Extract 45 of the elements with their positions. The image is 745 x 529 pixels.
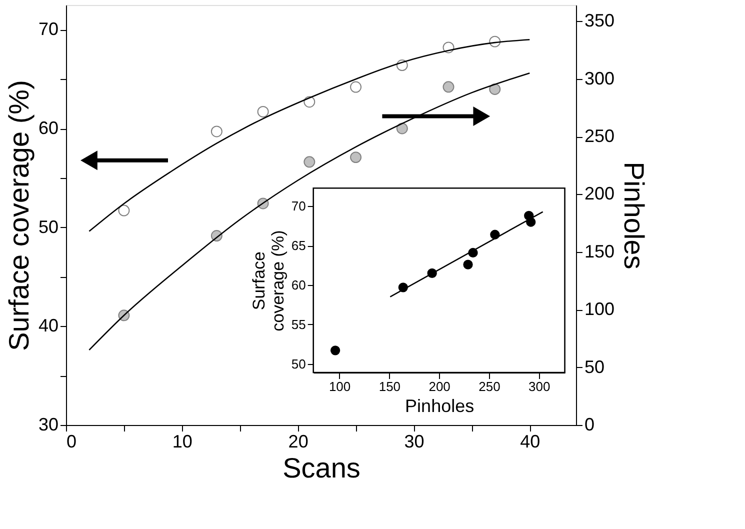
x-tick-label: 20 bbox=[288, 432, 308, 452]
point bbox=[350, 152, 362, 164]
x-tick-label: 30 bbox=[404, 432, 424, 452]
line-series bbox=[88, 72, 530, 351]
y2-tick-label: 300 bbox=[584, 68, 615, 88]
x-tick-label: 0 bbox=[66, 432, 77, 452]
y-tick-label: 30 bbox=[38, 414, 58, 434]
y2-tick-label: 250 bbox=[584, 126, 615, 146]
y-tick-label: 50 bbox=[291, 356, 306, 372]
x-tick-label: 150 bbox=[378, 379, 401, 394]
x-tick-label: 100 bbox=[328, 379, 351, 394]
point bbox=[489, 83, 501, 95]
y2-tick-label: 100 bbox=[584, 299, 615, 320]
y2-tick-label: 50 bbox=[584, 356, 605, 377]
y-tick-label: 50 bbox=[38, 216, 58, 237]
x-tick-label: 200 bbox=[428, 379, 450, 394]
y2-tick-label: 350 bbox=[584, 10, 615, 31]
y-tick-label: 70 bbox=[291, 198, 306, 214]
point bbox=[463, 260, 473, 270]
x-tick-label: 300 bbox=[528, 379, 550, 394]
y-tick-label: 40 bbox=[38, 316, 58, 336]
point bbox=[304, 156, 316, 168]
y-axis-title: Surface coverage (%) bbox=[3, 80, 34, 351]
y2-tick-label: 200 bbox=[584, 184, 615, 204]
point bbox=[442, 81, 454, 93]
y-tick-label: 65 bbox=[291, 238, 306, 254]
x-axis-title: Scans bbox=[282, 452, 360, 484]
point bbox=[118, 204, 130, 216]
x-tick-label: 40 bbox=[520, 432, 540, 452]
y2-tick-label: 0 bbox=[584, 414, 595, 434]
y-axis-title: Surface coverage (%) bbox=[249, 230, 288, 332]
y-tick-label: 55 bbox=[291, 316, 306, 332]
y-tick-label: 70 bbox=[38, 19, 58, 40]
x-axis-title: Pinholes bbox=[405, 396, 474, 416]
point bbox=[210, 126, 222, 138]
point bbox=[257, 106, 269, 118]
x-tick-label: 250 bbox=[478, 379, 500, 394]
point bbox=[330, 346, 340, 356]
y-tick-label: 60 bbox=[291, 278, 306, 293]
point bbox=[350, 81, 362, 93]
point bbox=[396, 122, 408, 134]
y2-axis-title: Pinholes bbox=[618, 162, 650, 270]
x-tick-label: 10 bbox=[172, 432, 192, 452]
y-tick-label: 60 bbox=[38, 118, 58, 138]
y2-tick-label: 150 bbox=[584, 241, 615, 262]
